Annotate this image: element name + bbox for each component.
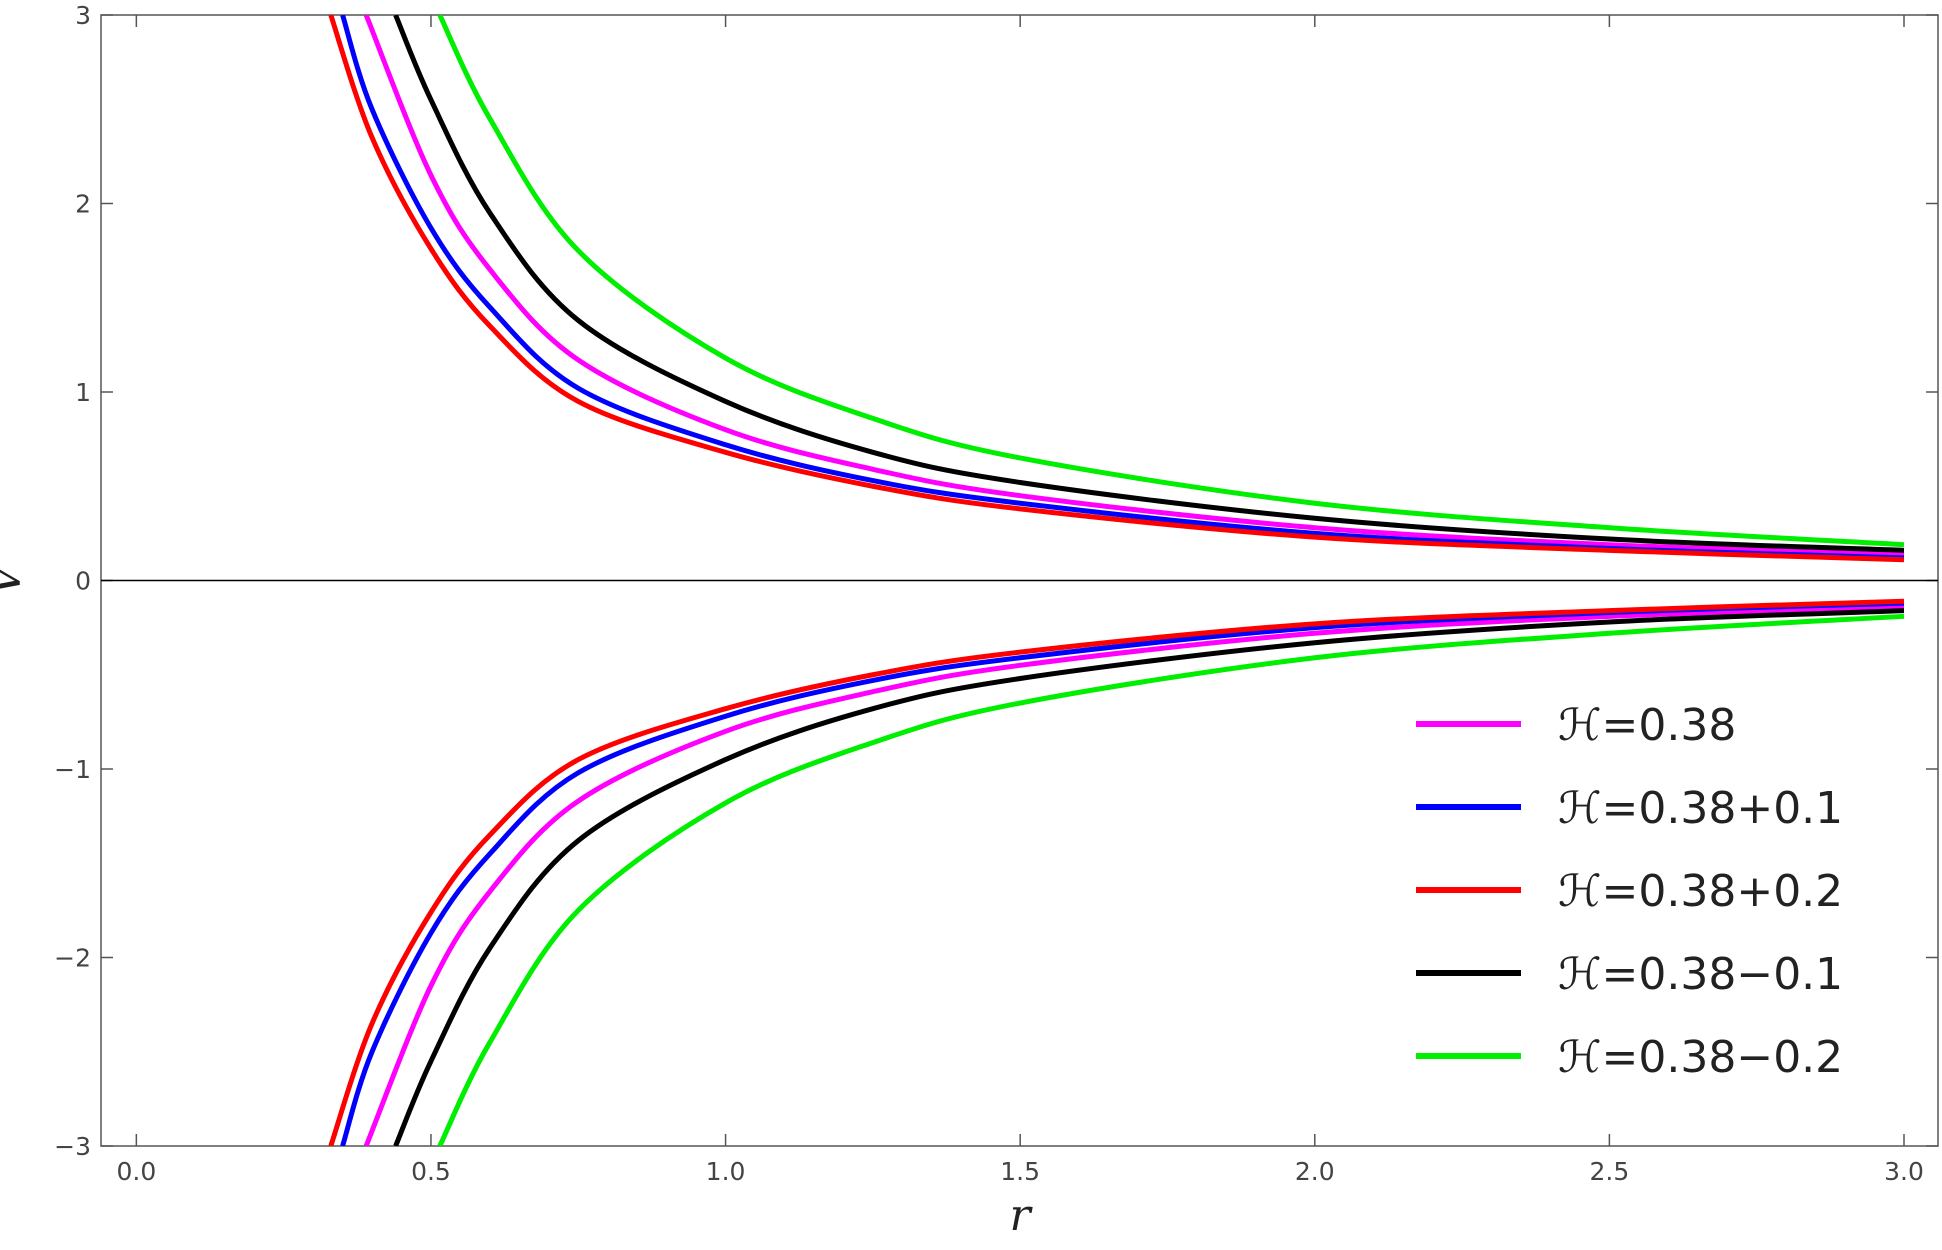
curve [393, 15, 1905, 553]
x-tick-label: 1.5 [1000, 1157, 1040, 1186]
legend-label: ℋ=0.38 [1558, 700, 1736, 751]
x-tick-label: 2.5 [1590, 1157, 1630, 1186]
x-tick-label: 1.0 [706, 1157, 746, 1186]
y-axis-label: V [0, 560, 31, 596]
x-tick-label: 3.0 [1884, 1157, 1924, 1186]
y-tick-label: −1 [54, 755, 91, 784]
y-tick-label: −2 [54, 944, 91, 973]
x-tick-label: 2.0 [1295, 1157, 1335, 1186]
curve [328, 598, 1905, 1146]
legend-label: ℋ=0.38−0.1 [1558, 949, 1843, 1000]
curve [363, 604, 1905, 1146]
legend-label: ℋ=0.38+0.1 [1558, 783, 1843, 834]
curve [437, 613, 1905, 1146]
x-axis-label: r [1009, 1190, 1033, 1241]
y-tick-label: −3 [54, 1132, 91, 1161]
curve [393, 608, 1905, 1146]
y-tick-label: 3 [75, 1, 91, 30]
curve [363, 15, 1905, 557]
curve [437, 15, 1905, 548]
curve [328, 15, 1905, 563]
legend-label: ℋ=0.38+0.2 [1558, 866, 1843, 917]
curves [328, 15, 1905, 1146]
x-tick-label: 0.0 [116, 1157, 156, 1186]
x-tick-label: 0.5 [411, 1157, 451, 1186]
y-tick-label: 2 [75, 190, 91, 219]
legend-label: ℋ=0.38−0.2 [1558, 1032, 1843, 1083]
y-tick-label: 1 [75, 378, 91, 407]
y-tick-label: 0 [75, 567, 91, 596]
